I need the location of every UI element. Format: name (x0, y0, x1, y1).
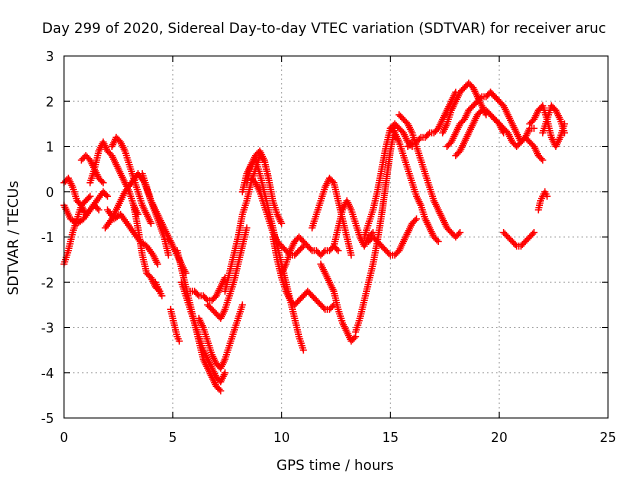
plus-marker-path (269, 233, 338, 313)
plus-marker-path (186, 274, 229, 304)
sat-trace-10 (138, 170, 190, 277)
y-axis-ticks: -5 -4 -3 -2 -1 0 1 2 3 (41, 50, 608, 427)
plus-marker-path (500, 229, 538, 250)
plus-marker-path (167, 305, 183, 345)
sat-trace-15 (186, 274, 229, 304)
sat-trace-12 (167, 305, 183, 345)
sat-trace-29 (365, 215, 420, 259)
sat-trace-30 (386, 124, 442, 245)
sat-trace-32 (404, 88, 460, 150)
sat-trace-39 (539, 102, 568, 137)
x-tick-label: 25 (600, 431, 617, 446)
plus-marker-path (386, 124, 442, 245)
sat-trace-16 (195, 301, 246, 372)
x-tick-label: 10 (273, 431, 290, 446)
x-axis-label: GPS time / hours (276, 458, 393, 474)
sat-trace-23 (278, 233, 342, 277)
sat-trace-37 (491, 115, 547, 164)
plus-marker-path (439, 79, 490, 137)
sat-trace-24 (317, 260, 360, 345)
y-axis-label: SDTVAR / TECUs (6, 181, 22, 296)
plus-marker-path (247, 174, 307, 259)
x-tick-label: 15 (382, 431, 399, 446)
sat-trace-11 (151, 278, 166, 300)
plus-marker-path (491, 115, 547, 164)
sat-trace-17 (204, 224, 251, 322)
sat-trace-21 (247, 174, 307, 259)
x-tick-label: 0 (60, 431, 68, 446)
plus-marker-path (539, 102, 568, 137)
plus-marker-path (138, 170, 190, 277)
chart-title: Day 299 of 2020, Sidereal Day-to-day VTE… (42, 21, 606, 37)
plus-marker-path (404, 88, 460, 150)
y-tick-label: -4 (41, 367, 54, 382)
y-tick-label: -1 (41, 231, 54, 246)
plus-marker-path (278, 233, 342, 277)
plus-marker-path (195, 301, 246, 372)
x-axis-ticks: 0 5 10 15 20 25 (60, 56, 616, 446)
y-tick-label: 3 (46, 50, 54, 65)
sat-trace-22 (269, 233, 338, 313)
plus-marker-path (365, 215, 420, 259)
data-markers (60, 79, 568, 395)
plus-marker-path (178, 278, 229, 386)
y-tick-label: 2 (46, 95, 54, 110)
sat-trace-40 (500, 229, 538, 250)
plus-marker-path (360, 120, 416, 241)
plus-marker-path (317, 260, 360, 345)
sat-trace-41 (534, 188, 551, 214)
y-tick-label: -5 (41, 412, 54, 427)
plus-marker-path (534, 188, 551, 214)
y-tick-label: -3 (41, 322, 54, 337)
sat-trace-28 (360, 120, 416, 241)
y-tick-label: 1 (46, 141, 54, 156)
sat-trace-33 (439, 79, 490, 137)
plus-marker-path (151, 278, 166, 300)
x-tick-label: 20 (491, 431, 508, 446)
sat-trace-14 (178, 278, 229, 386)
x-tick-label: 5 (169, 431, 177, 446)
y-tick-label: 0 (46, 186, 54, 201)
y-tick-label: -2 (41, 276, 54, 291)
plus-marker-path (204, 224, 251, 322)
